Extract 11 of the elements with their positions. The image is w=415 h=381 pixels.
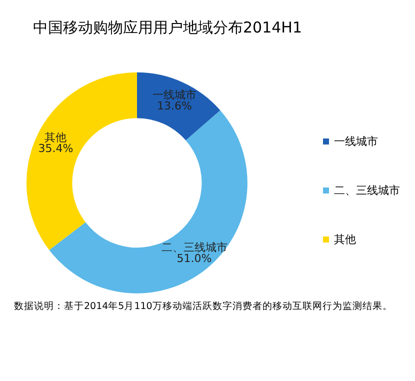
- slice-label: 二、三线城市: [161, 241, 228, 254]
- data-label: 35.4%: [38, 142, 74, 155]
- legend-label: 二、三线城市: [334, 184, 400, 197]
- legend-label: 其他: [334, 233, 356, 246]
- text: 数据说明：基于2014年5月110万移动端活跃数字消费者的移动互联网行为监测结果。: [14, 300, 392, 312]
- slice-label: 一线城市: [152, 88, 197, 102]
- data-label: 51.0%: [176, 252, 212, 266]
- data-label: 13.6%: [157, 99, 192, 112]
- legend-label: 一线城市: [334, 135, 378, 148]
- chart-title: 中国移动购物应用用户地域分布2014H1: [33, 18, 302, 36]
- slice-label: 其他: [44, 130, 67, 144]
